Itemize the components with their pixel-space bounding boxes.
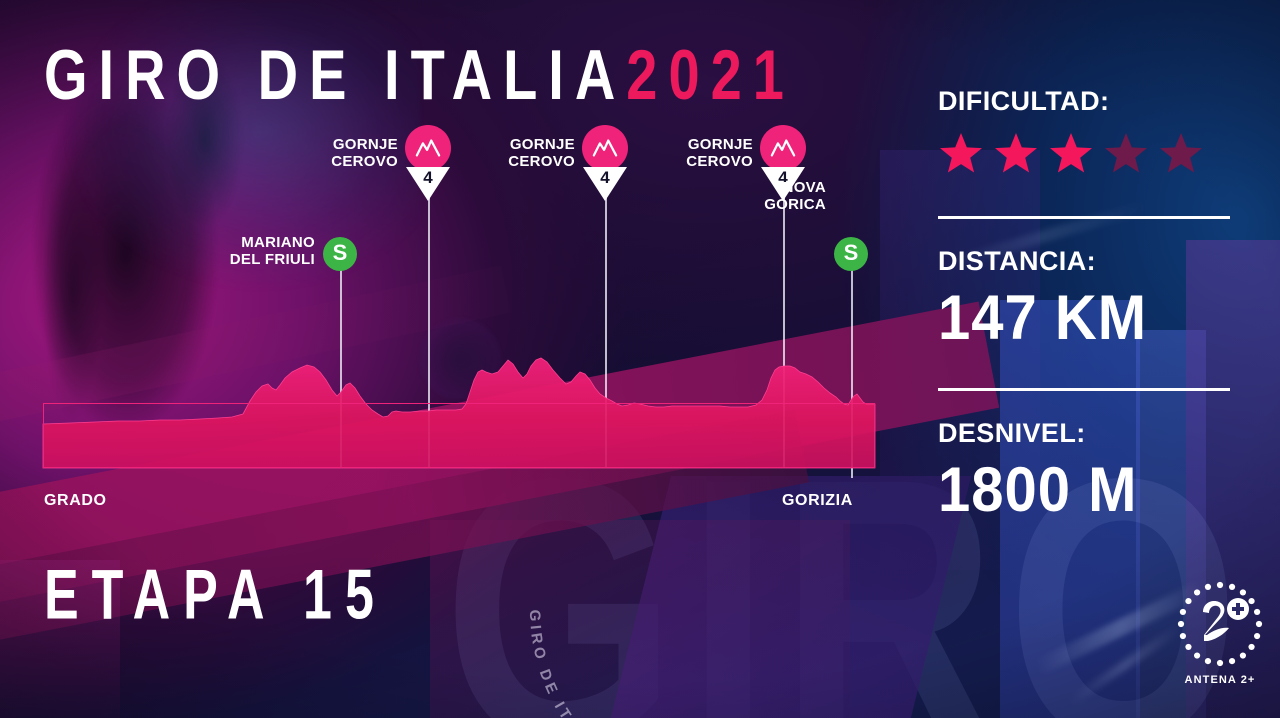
climb-category-number: 4 <box>600 168 610 187</box>
elevation-value: 1800 M <box>938 454 1138 525</box>
watermark-text: GIRO DE ITALIAGIRO DE <box>526 609 683 718</box>
elevation-area-chart <box>42 357 876 469</box>
stage-number-title: ETAPA 15 <box>44 555 387 635</box>
mountain-glyph <box>592 139 618 157</box>
antena-logo-mark <box>1177 581 1263 667</box>
profile-frame <box>43 403 875 468</box>
marker-label-line1: GORNJE <box>509 136 575 153</box>
finish-label: GORIZIA <box>782 492 853 509</box>
marker-label-line2: CEROVO <box>331 152 398 170</box>
mountain-glyph <box>415 139 441 157</box>
page-title: GIRO DE ITALIA2021 <box>44 39 795 111</box>
sprint-s-icon: S <box>323 237 357 271</box>
star-filled[interactable] <box>938 131 984 175</box>
divider-2 <box>938 388 1230 391</box>
title-main: GIRO DE ITALIA <box>44 34 627 115</box>
difficulty-rating[interactable] <box>938 131 1204 175</box>
marker-label-line2: CEROVO <box>508 152 575 170</box>
difficulty-section: DIFICULTAD: <box>938 88 1204 175</box>
distance-heading: DISTANCIA: <box>938 246 1096 276</box>
climb-category-triangle-2: 4 <box>583 167 627 201</box>
star-filled[interactable] <box>993 131 1039 175</box>
elevation-heading: DESNIVEL: <box>938 418 1086 448</box>
star-empty[interactable] <box>1103 131 1149 175</box>
antena-2-plus-logo[interactable]: ANTENA 2+ <box>1174 578 1266 696</box>
marker-line-gornje-cerovo-1 <box>428 196 430 468</box>
marker-label-line1: MARIANO <box>241 234 315 251</box>
climb-category-triangle-3: 4 <box>761 167 805 201</box>
difficulty-heading: DIFICULTAD: <box>938 86 1110 116</box>
sprint-s-icon: S <box>834 237 868 271</box>
marker-line-mariano-del-friuli <box>340 258 342 468</box>
marker-line-nova-gorica <box>851 258 853 478</box>
marker-label-line1: NOVA <box>782 179 826 196</box>
circular-watermark: GIRO DE ITALIAGIRO DE <box>526 609 683 718</box>
distance-value: 147 KM <box>938 282 1148 353</box>
start-label: GRADO <box>44 492 107 509</box>
mountain-icon <box>760 125 806 171</box>
marker-line-gornje-cerovo-2 <box>605 196 607 468</box>
marker-label-line1: GORNJE <box>687 136 753 153</box>
climb-category-number: 4 <box>778 168 788 187</box>
marker-label-line2: DEL FRIULI <box>229 250 315 268</box>
elevation-profile: GRADO GORIZIA S MARIANO DEL FRIULI 4 GOR… <box>42 125 876 509</box>
antena-logo-text: ANTENA 2+ <box>1184 674 1256 686</box>
marker-label-line1: GORNJE <box>332 136 398 153</box>
elevation-section: DESNIVEL: 1800 M <box>938 418 1137 522</box>
sprint-badge-text: S <box>332 240 348 265</box>
marker-label-gornje-cerovo-1: GORNJE CEROVO <box>198 136 398 171</box>
title-year: 2021 <box>626 34 795 115</box>
marker-label-mariano-del-friuli: MARIANO DEL FRIULI <box>105 234 315 269</box>
marker-label-line2: GORICA <box>764 195 826 213</box>
stats-panel: DIFICULTAD: DISTANCIA: 147 KM DESNIVEL: … <box>938 0 1248 718</box>
marker-label-gornje-cerovo-2: GORNJE CEROVO <box>375 136 575 171</box>
climb-category-triangle-1: 4 <box>406 167 450 201</box>
divider-1 <box>938 216 1230 219</box>
sprint-badge-text: S <box>843 240 859 265</box>
marker-label-line2: CEROVO <box>686 152 753 170</box>
mountain-icon <box>405 125 451 171</box>
marker-label-nova-gorica: NOVA GORICA <box>676 179 826 214</box>
mountain-glyph <box>770 139 796 157</box>
star-filled[interactable] <box>1048 131 1094 175</box>
mountain-icon <box>582 125 628 171</box>
climb-category-number: 4 <box>423 168 433 187</box>
marker-line-gornje-cerovo-3 <box>783 196 785 468</box>
marker-label-gornje-cerovo-3: GORNJE CEROVO <box>553 136 753 171</box>
distance-section: DISTANCIA: 147 KM <box>938 246 1147 350</box>
star-empty[interactable] <box>1158 131 1204 175</box>
